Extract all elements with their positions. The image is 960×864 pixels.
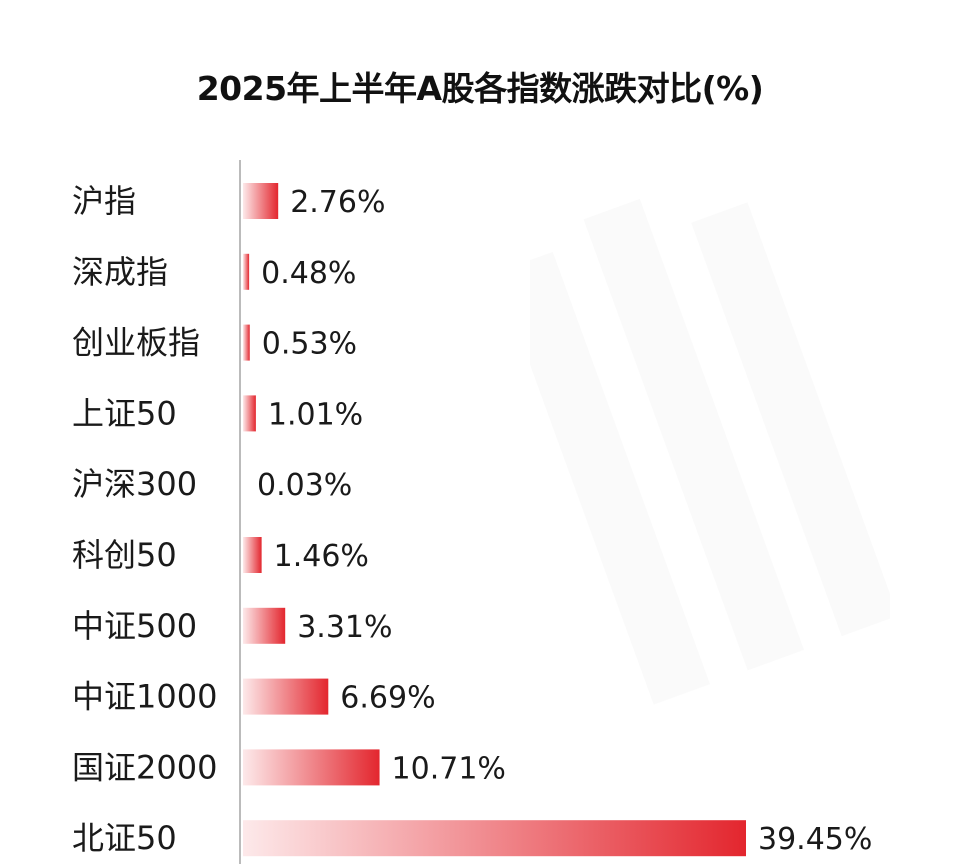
- bar: [243, 253, 250, 290]
- bar: [243, 607, 286, 644]
- bar: [243, 537, 262, 573]
- value-label: 0.03%: [257, 468, 352, 503]
- category-label: 科创50: [72, 536, 177, 574]
- category-label: 国证2000: [72, 748, 217, 786]
- value-label: 1.46%: [274, 539, 369, 574]
- bar: [243, 466, 245, 502]
- category-label: 沪指: [72, 182, 136, 220]
- bar: [243, 183, 279, 219]
- watermark-logo: [530, 198, 890, 705]
- category-label: 上证50: [72, 394, 177, 432]
- value-label: 2.76%: [290, 185, 385, 220]
- category-label: 中证1000: [72, 678, 217, 716]
- value-label: 6.69%: [340, 681, 435, 716]
- bar: [243, 820, 746, 857]
- category-label: 创业板指: [72, 324, 200, 362]
- value-label: 0.48%: [261, 256, 356, 291]
- bar: [243, 749, 380, 786]
- value-label: 1.01%: [268, 397, 363, 432]
- value-label: 0.53%: [262, 327, 357, 362]
- category-label: 深成指: [72, 253, 168, 291]
- category-label: 沪深300: [72, 465, 197, 503]
- bar: [243, 324, 250, 361]
- value-label: 10.71%: [392, 751, 506, 786]
- value-label: 39.45%: [758, 822, 872, 857]
- value-label: 3.31%: [297, 610, 392, 645]
- category-label: 中证500: [72, 607, 197, 645]
- bar: [243, 678, 329, 715]
- chart-title: 2025年上半年A股各指数涨跌对比(%): [196, 69, 764, 108]
- category-label: 北证50: [72, 819, 177, 857]
- bar: [243, 395, 256, 432]
